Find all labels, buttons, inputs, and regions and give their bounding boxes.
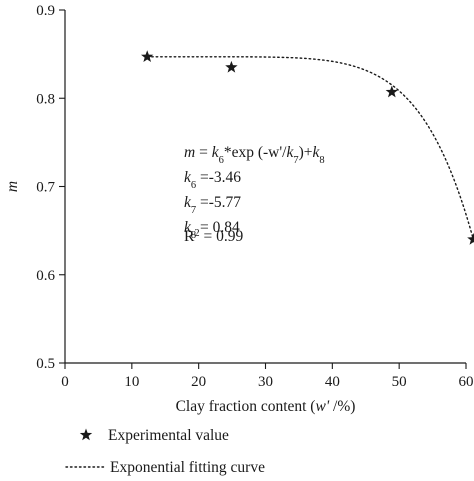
data-point-star	[225, 60, 238, 73]
fit-curve	[146, 56, 474, 241]
equation-part: )+	[299, 144, 313, 161]
y-tick-label: 0.7	[36, 180, 55, 196]
parameter-subscript: 8	[191, 230, 196, 241]
x-tick-label: 50	[392, 374, 407, 390]
labels-layer: Clay fraction content (w' /%) m	[4, 181, 355, 415]
legend-fit-label: Exponential fitting curve	[110, 459, 265, 476]
x-tick-label: 60	[459, 374, 474, 390]
parameter-value: = 0.84	[196, 219, 240, 236]
x-axis-title-variable: w'	[315, 398, 329, 415]
parameter-symbol: k	[184, 219, 192, 236]
y-tick-label: 0.6	[36, 268, 55, 284]
fit-parameter: k6 =-3.46	[184, 169, 241, 191]
parameter-symbol: k	[184, 194, 192, 211]
points-layer	[141, 50, 474, 245]
data-point-star	[141, 50, 154, 63]
x-tick-label: 30	[258, 374, 273, 390]
parameter-value: =-3.46	[196, 169, 241, 186]
axes	[64, 10, 466, 364]
equation-subscript: 8	[319, 155, 324, 166]
parameter-subscript: 7	[191, 205, 196, 216]
equation-part: m	[184, 144, 195, 161]
legend-star-marker	[79, 428, 93, 441]
data-point-star	[467, 232, 474, 245]
legend-experimental-label: Experimental value	[108, 427, 229, 444]
equation-subscript: 7	[293, 155, 298, 166]
equation-part: k	[313, 144, 321, 161]
x-tick-label: 10	[124, 374, 139, 390]
fit-layer	[146, 56, 474, 241]
legend-layer: Experimental value Exponential fitting cu…	[65, 427, 265, 476]
r-squared-symbol: R	[184, 228, 195, 245]
r-squared: R2 = 0.99	[184, 228, 243, 246]
fit-parameter: k7 =-5.77	[184, 194, 241, 216]
equation-part: =	[195, 144, 212, 161]
x-tick-label: 0	[61, 374, 69, 390]
y-tick-label: 0.8	[36, 91, 55, 107]
equation-part: k	[212, 144, 220, 161]
x-axis-title: Clay fraction content (w' /%)	[176, 398, 356, 415]
r-squared-superscript: 2	[194, 228, 199, 239]
x-axis-title-text: Clay fraction content (	[176, 398, 316, 415]
data-point-star	[385, 85, 398, 98]
parameter-value: =-5.77	[196, 194, 241, 211]
equation-subscript: 6	[219, 155, 224, 166]
r-squared-value: = 0.99	[200, 228, 244, 245]
ticks: 0 10 20 30 40 50 60 0.5 0.6 0.7 0.8 0.9	[36, 3, 473, 390]
x-tick-label: 40	[325, 374, 340, 390]
y-tick-label: 0.5	[36, 356, 55, 372]
fit-parameter: k8 = 0.84	[184, 219, 240, 241]
fit-equation: m = k6*exp (-w'/k7)+k8	[184, 144, 325, 166]
equation-part: *exp (-w'/	[224, 144, 287, 161]
parameter-subscript: 6	[191, 180, 196, 191]
parameter-symbol: k	[184, 169, 192, 186]
y-tick-label: 0.9	[36, 3, 55, 19]
y-axis-title: m	[4, 181, 21, 192]
x-axis-title-unit: /%)	[329, 398, 355, 415]
x-tick-label: 20	[191, 374, 206, 390]
equation-part: k	[286, 144, 294, 161]
